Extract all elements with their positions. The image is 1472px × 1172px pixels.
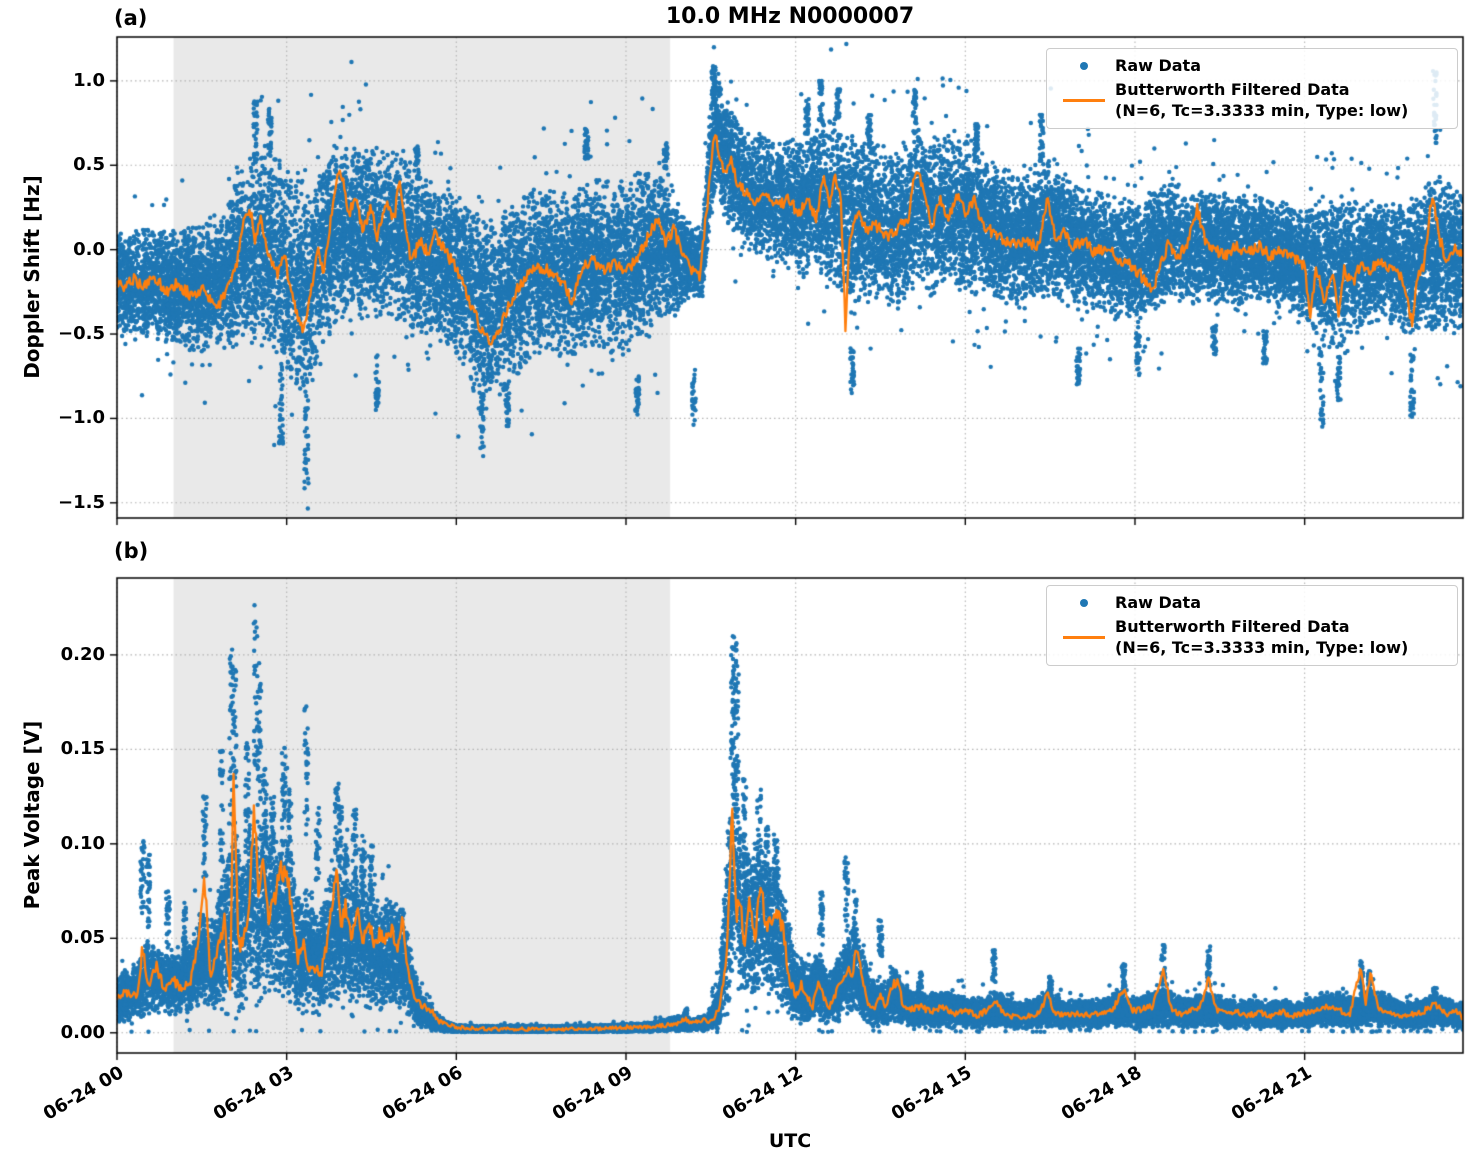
chart-title: 10.0 MHz N0000007 [665,4,915,29]
x-axis-label: UTC [768,1130,812,1152]
legend-item-filtered: Butterworth Filtered Data (N=6, Tc=3.333… [1053,617,1447,659]
legend-filtered-label: Butterworth Filtered Data (N=6, Tc=3.333… [1115,79,1409,120]
raw-data-marker-icon [1053,62,1115,71]
y-tick-label: 0.5 [73,154,105,176]
legend-panel-a: Raw Data Butterworth Filtered Data (N=6,… [1046,48,1458,130]
y-axis-label-doppler: Doppler Shift [Hz] [20,175,44,379]
y-tick-label: 0.15 [60,738,105,760]
legend-raw-label: Raw Data [1115,593,1201,612]
y-tick-label: 0.20 [60,643,105,665]
legend-item-raw: Raw Data [1053,56,1447,77]
y-tick-label: −1.5 [58,491,105,513]
y-tick-label: −0.5 [58,323,105,345]
y-tick-label: 1.0 [73,69,105,91]
panel-a-label: (a) [114,6,148,30]
panel-b-label: (b) [114,539,149,563]
filtered-line-marker-icon [1053,636,1115,640]
legend-item-filtered: Butterworth Filtered Data (N=6, Tc=3.333… [1053,80,1447,122]
y-tick-label: 0.10 [60,832,105,854]
filtered-line-marker-icon [1053,99,1115,103]
legend-raw-label: Raw Data [1115,56,1201,75]
legend-filtered-label: Butterworth Filtered Data (N=6, Tc=3.333… [1115,616,1409,657]
y-tick-label: 0.05 [60,927,105,949]
y-tick-label: −1.0 [58,407,105,429]
raw-data-marker-icon [1053,599,1115,608]
y-tick-label: 0.0 [73,238,105,260]
legend-panel-b: Raw Data Butterworth Filtered Data (N=6,… [1046,585,1458,667]
legend-item-raw: Raw Data [1053,593,1447,614]
y-tick-label: 0.00 [60,1021,105,1043]
